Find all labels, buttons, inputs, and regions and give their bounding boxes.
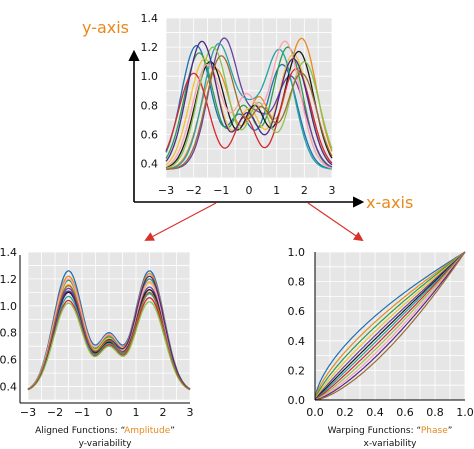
aligned-caption-prefix: Aligned Functions: “ [35, 426, 125, 436]
warping-caption-suffix: ” [448, 426, 453, 436]
aligned-subcaption: y-variability [79, 439, 132, 449]
top-x-tick-label: −1 [213, 184, 229, 197]
warping-y-tick-label: 1.0 [288, 246, 306, 259]
top-y-tick-labels: 0.4 0.6 0.8 1.0 1.2 1.4 [141, 12, 159, 170]
top-chart: 0.4 0.6 0.8 1.0 1.2 1.4 −3 −2 −1 0 1 2 3 y-axis x-a… [82, 12, 413, 212]
top-y-tick-label: 1.0 [141, 70, 159, 83]
warping-series-line [314, 251, 466, 401]
top-series-line [165, 44, 333, 170]
top-series-line [165, 40, 333, 169]
aligned-chart: 0.4 0.6 0.8 1.0 1.2 1.4 −3 −2 −1 0 1 2 3 Aligned Fu… [0, 246, 194, 449]
warping-x-tick-label: 0.8 [426, 406, 444, 419]
warping-x-tick-labels: 0.0 0.2 0.4 0.6 0.8 1.0 [306, 406, 474, 419]
aligned-x-tick-label: −1 [74, 406, 90, 419]
top-y-tick-label: 1.2 [141, 41, 159, 54]
top-x-tick-label: −3 [158, 184, 174, 197]
warping-series-line [314, 251, 466, 401]
warping-caption: Warping Functions: “Phase” [328, 426, 453, 436]
warping-caption-prefix: Warping Functions: “ [328, 426, 421, 436]
top-x-tick-label: 1 [273, 184, 280, 197]
top-series-line [165, 50, 333, 169]
warping-series-line [314, 251, 466, 401]
top-series-line [165, 42, 333, 170]
warping-series-group [314, 251, 466, 401]
warping-series-line [314, 251, 466, 401]
aligned-series-line [27, 284, 191, 391]
top-series-line [166, 55, 333, 170]
aligned-x-tick-labels: −3 −2 −1 0 1 2 3 [20, 406, 194, 419]
warping-y-tick-label: 0.6 [288, 305, 306, 318]
top-x-tick-label: 2 [301, 184, 308, 197]
aligned-series-line [27, 278, 191, 390]
aligned-y-tick-label: 1.2 [0, 273, 17, 286]
warping-x-tick-label: 0.0 [306, 406, 324, 419]
aligned-y-tick-label: 1.4 [0, 246, 17, 259]
aligned-caption-accent: Amplitude [124, 426, 171, 436]
top-x-tick-label: 3 [329, 184, 336, 197]
aligned-caption-suffix: ” [170, 426, 175, 436]
warping-series-line [314, 251, 466, 401]
aligned-series-group [27, 270, 191, 391]
top-series-line [165, 37, 333, 170]
warping-y-tick-label: 0.4 [288, 335, 306, 348]
top-y-tick-label: 0.4 [141, 157, 159, 170]
aligned-x-tick-label: −2 [47, 406, 63, 419]
warping-y-tick-label: 0.0 [288, 394, 306, 407]
aligned-caption: Aligned Functions: “Amplitude” [35, 426, 175, 436]
aligned-y-tick-label: 0.6 [0, 354, 17, 367]
warping-series-line [314, 251, 466, 401]
top-y-tick-label: 1.4 [141, 12, 159, 25]
warping-series-line [314, 251, 466, 401]
aligned-x-tick-label: 3 [187, 406, 194, 419]
aligned-x-tick-label: 1 [133, 406, 140, 419]
warping-series-line [314, 251, 466, 401]
aligned-x-tick-label: 0 [106, 406, 113, 419]
warping-series-line [314, 251, 466, 401]
warping-y-tick-labels: 0.0 0.2 0.4 0.6 0.8 1.0 [288, 246, 306, 407]
warping-subcaption: x-variability [364, 439, 418, 449]
warping-series-line [314, 251, 466, 401]
warping-x-tick-label: 0.6 [396, 406, 414, 419]
aligned-series-line [27, 301, 191, 391]
warping-series-line [314, 251, 466, 401]
x-axis-title: x-axis [366, 193, 413, 212]
top-x-tick-label: 0 [246, 184, 253, 197]
aligned-x-tick-label: −3 [20, 406, 36, 419]
top-x-tick-labels: −3 −2 −1 0 1 2 3 [158, 184, 336, 197]
top-series-group [165, 37, 333, 170]
top-series-line [165, 40, 333, 166]
aligned-y-tick-labels: 0.4 0.6 0.8 1.0 1.2 1.4 [0, 246, 17, 394]
y-axis-title: y-axis [82, 18, 129, 37]
warping-x-tick-label: 0.4 [366, 406, 384, 419]
warping-x-tick-label: 0.2 [336, 406, 354, 419]
aligned-series-line [27, 275, 191, 390]
warping-y-tick-label: 0.2 [288, 364, 306, 377]
warping-caption-accent: Phase [421, 426, 448, 436]
warping-y-tick-label: 0.8 [288, 276, 306, 289]
warping-chart: 0.0 0.2 0.4 0.6 0.8 1.0 0.0 0.2 0.4 0.6 0.8 1.0 Wa… [288, 246, 474, 449]
aligned-x-tick-label: 2 [160, 406, 167, 419]
arrow-to-aligned [144, 202, 217, 241]
top-y-tick-label: 0.8 [141, 99, 159, 112]
warping-series-line [314, 251, 466, 401]
aligned-y-tick-label: 0.4 [0, 381, 17, 394]
aligned-y-tick-label: 1.0 [0, 300, 17, 313]
warping-x-tick-label: 1.0 [456, 406, 474, 419]
aligned-y-tick-label: 0.8 [0, 327, 17, 340]
arrow-to-warping [307, 202, 364, 242]
top-y-tick-label: 0.6 [141, 128, 159, 141]
top-x-tick-label: −2 [186, 184, 202, 197]
